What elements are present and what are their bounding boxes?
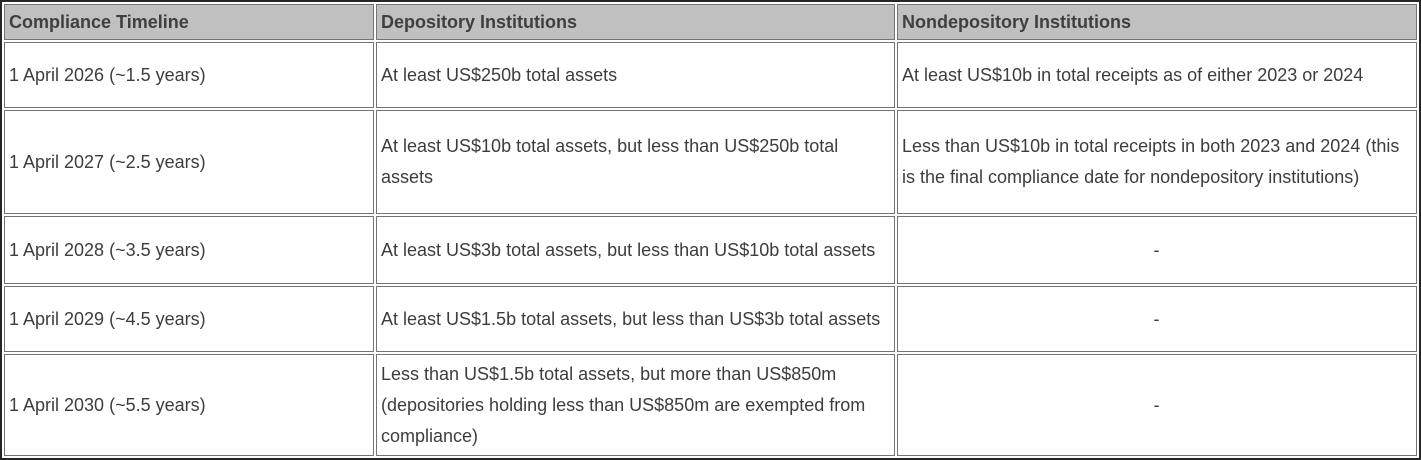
depository-cell: At least US$1.5b total assets, but less … xyxy=(376,286,895,352)
table-row: 1 April 2028 (~3.5 years) At least US$3b… xyxy=(4,216,1417,284)
depository-cell: Less than US$1.5b total assets, but more… xyxy=(376,354,895,456)
depository-cell: At least US$250b total assets xyxy=(376,42,895,108)
depository-cell: At least US$10b total assets, but less t… xyxy=(376,110,895,214)
table-row: 1 April 2026 (~1.5 years) At least US$25… xyxy=(4,42,1417,108)
timeline-cell: 1 April 2026 (~1.5 years) xyxy=(4,42,374,108)
timeline-cell: 1 April 2029 (~4.5 years) xyxy=(4,286,374,352)
nondepository-cell: At least US$10b in total receipts as of … xyxy=(897,42,1417,108)
header-row: Compliance Timeline Depository Instituti… xyxy=(4,4,1417,40)
depository-cell: At least US$3b total assets, but less th… xyxy=(376,216,895,284)
timeline-cell: 1 April 2030 (~5.5 years) xyxy=(4,354,374,456)
timeline-cell: 1 April 2028 (~3.5 years) xyxy=(4,216,374,284)
nondepository-cell-empty-dash: - xyxy=(897,286,1417,352)
nondepository-cell-empty-dash: - xyxy=(897,354,1417,456)
table-row: 1 April 2029 (~4.5 years) At least US$1.… xyxy=(4,286,1417,352)
nondepository-cell: Less than US$10b in total receipts in bo… xyxy=(897,110,1417,214)
nondepository-cell-empty-dash: - xyxy=(897,216,1417,284)
table-row: 1 April 2030 (~5.5 years) Less than US$1… xyxy=(4,354,1417,456)
timeline-cell: 1 April 2027 (~2.5 years) xyxy=(4,110,374,214)
table-row: 1 April 2027 (~2.5 years) At least US$10… xyxy=(4,110,1417,214)
column-header-depository-institutions: Depository Institutions xyxy=(376,4,895,40)
column-header-nondepository-institutions: Nondepository Institutions xyxy=(897,4,1417,40)
column-header-compliance-timeline: Compliance Timeline xyxy=(4,4,374,40)
